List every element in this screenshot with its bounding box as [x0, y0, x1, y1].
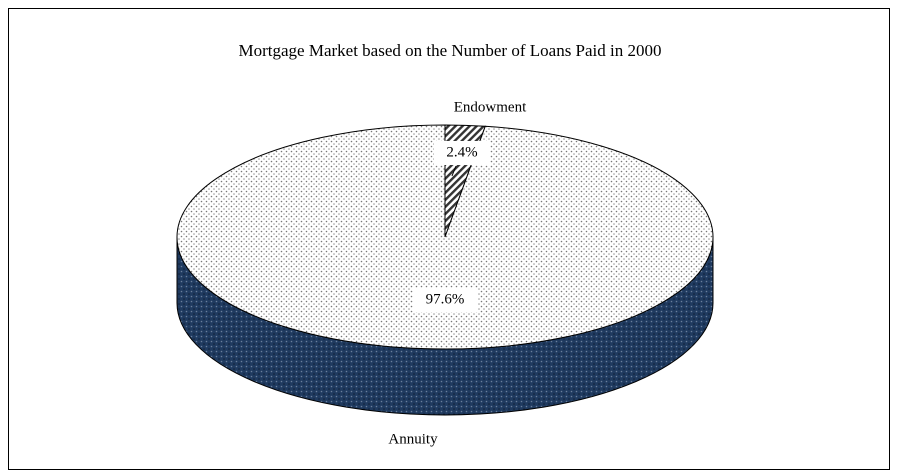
pie-slice — [176, 124, 714, 350]
leader-line — [451, 165, 457, 177]
category-label: Annuity — [388, 431, 438, 447]
category-label: Endowment — [454, 99, 527, 115]
value-label: 97.6% — [426, 291, 465, 307]
value-label: 2.4% — [446, 144, 477, 160]
chart-title: Mortgage Market based on the Number of L… — [238, 41, 661, 60]
value-label-box — [412, 288, 478, 312]
value-label-box — [434, 141, 490, 165]
